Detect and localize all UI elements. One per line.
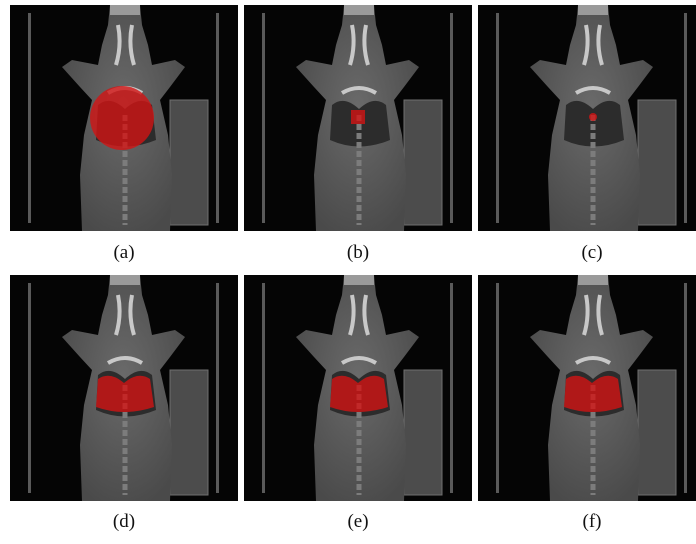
caption: (e) xyxy=(347,511,368,532)
holder xyxy=(638,370,676,495)
rail xyxy=(28,283,31,493)
rail xyxy=(684,13,687,223)
segmentation xyxy=(90,86,154,150)
figure: (a) (b) (c) (d) (e) (f) xyxy=(0,0,696,544)
head-top xyxy=(110,275,140,285)
holder xyxy=(170,370,208,495)
ct-image xyxy=(244,275,472,501)
holder xyxy=(404,370,442,495)
ct-image xyxy=(478,5,696,231)
rail xyxy=(216,283,219,493)
rail xyxy=(450,283,453,493)
rail xyxy=(450,13,453,223)
head-top xyxy=(578,5,608,15)
caption: (f) xyxy=(583,511,602,532)
holder xyxy=(404,100,442,225)
rail xyxy=(684,283,687,493)
rail xyxy=(496,283,499,493)
ct-image xyxy=(10,5,238,231)
rail xyxy=(262,13,265,223)
head-top xyxy=(344,275,374,285)
segmentation xyxy=(351,110,365,124)
caption: (d) xyxy=(113,511,135,532)
ct-image xyxy=(478,275,696,501)
caption: (c) xyxy=(581,242,602,263)
rail xyxy=(262,283,265,493)
caption: (b) xyxy=(347,242,369,263)
holder xyxy=(638,100,676,225)
holder xyxy=(170,100,208,225)
head-top xyxy=(110,5,140,15)
head-top xyxy=(578,275,608,285)
rail xyxy=(496,13,499,223)
ct-image xyxy=(10,275,238,501)
rail xyxy=(28,13,31,223)
segmentation xyxy=(589,113,597,121)
caption: (a) xyxy=(113,242,134,263)
rail xyxy=(216,13,219,223)
ct-image xyxy=(244,5,472,231)
head-top xyxy=(344,5,374,15)
